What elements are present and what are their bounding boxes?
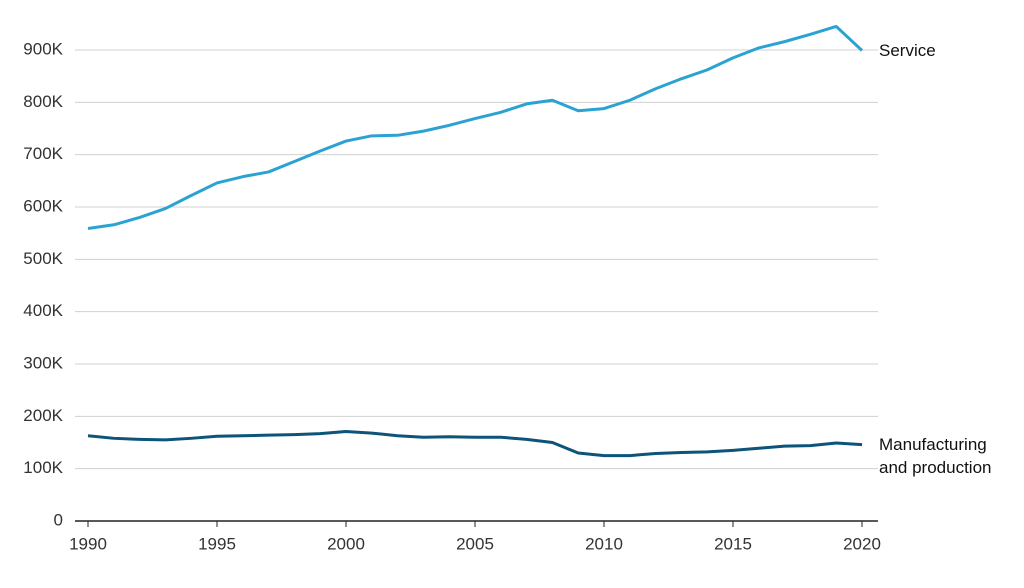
series-label: Manufacturing and production [879, 434, 992, 477]
series-label: Service [879, 40, 936, 60]
y-tick-label: 100K [23, 458, 63, 477]
y-tick-label: 200K [23, 406, 63, 425]
y-tick-label: 800K [23, 92, 63, 111]
x-tick-label: 2020 [843, 534, 881, 553]
series-line [87, 430, 863, 458]
x-tick-label: 2000 [327, 534, 365, 553]
x-tick-label: 2010 [585, 534, 623, 553]
x-tick-label: 2015 [714, 534, 752, 553]
x-tick-label: 1990 [69, 534, 107, 553]
y-tick-label: 500K [23, 249, 63, 268]
y-tick-label: 400K [23, 301, 63, 320]
y-tick-label: 300K [23, 353, 63, 372]
y-tick-label: 900K [23, 39, 63, 58]
x-tick-label: 2005 [456, 534, 494, 553]
y-tick-label: 700K [23, 144, 63, 163]
x-tick-label: 1995 [198, 534, 236, 553]
y-tick-label: 0 [54, 510, 63, 529]
y-tick-label: 600K [23, 196, 63, 215]
series-line [87, 24, 864, 230]
